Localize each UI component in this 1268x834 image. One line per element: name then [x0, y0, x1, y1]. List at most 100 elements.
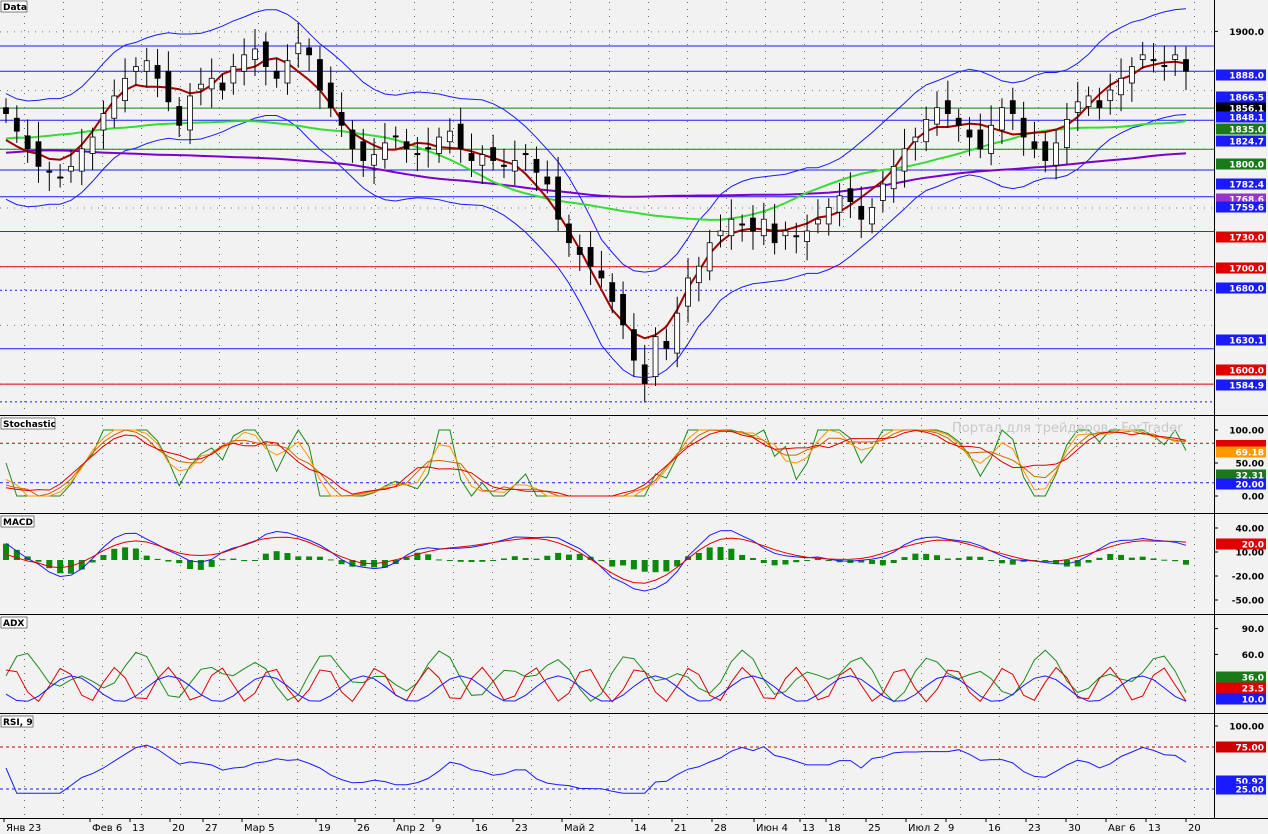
candle-body [750, 217, 756, 232]
macd-histogram-bar [1128, 557, 1135, 560]
macd-panel-bg [0, 515, 1214, 614]
macd-histogram-bar [262, 553, 269, 560]
rsi-panel-bg [0, 715, 1214, 818]
date-label: 30 [1068, 823, 1081, 834]
macd-histogram-bar [208, 560, 215, 567]
ma-purple [5, 149, 1187, 198]
date-label: Фев 6 [92, 823, 122, 834]
date-label: 27 [205, 823, 218, 834]
macd-histogram-bar [620, 560, 627, 566]
stoch-red [5, 429, 1187, 497]
price-level-tag-bg [1216, 102, 1266, 114]
macd-histogram-bar [869, 560, 876, 564]
price-level-tag-bg [1216, 193, 1266, 205]
candle-body [1161, 65, 1168, 67]
macd-histogram-bar [1096, 557, 1103, 560]
macd-histogram-bar [316, 556, 323, 560]
candle-body [760, 218, 767, 237]
macd-histogram-bar [511, 556, 518, 560]
macd-axis-tick: 40.00 [1236, 525, 1264, 535]
macd-histogram-bar [544, 555, 551, 560]
macd-histogram-bar [706, 547, 713, 560]
rsi-tag-bg [1216, 741, 1266, 753]
candle-body [252, 48, 258, 60]
macd-histogram-bar [533, 558, 540, 560]
rsi-line [0, 744, 1214, 794]
candle-body [771, 223, 778, 244]
date-label: Мар 5 [244, 823, 275, 834]
macd-axis-tick: 10.00 [1236, 549, 1264, 559]
date-label: 13 [132, 823, 145, 834]
macd-histogram-bar [446, 560, 453, 561]
macd-histogram-bar [988, 560, 995, 561]
candle-body [1053, 142, 1059, 166]
candle-body [1150, 59, 1157, 62]
macd-histogram-bar [132, 548, 139, 560]
date-label: 25 [868, 823, 881, 834]
macd-histogram-bar [1009, 560, 1016, 565]
candle-body [241, 54, 248, 72]
macd-histogram-bar [977, 556, 984, 560]
candle-body [1139, 54, 1146, 60]
macd-histogram-bar [652, 560, 659, 573]
macd-histogram-bar [154, 558, 161, 560]
macd-histogram-bar [479, 560, 486, 562]
macd-histogram-bar [760, 560, 767, 564]
macd-panel-label: MACD [3, 518, 33, 528]
candle-body [446, 130, 453, 143]
candle-body [100, 113, 107, 131]
price-level-tag: 1700.0 [1229, 265, 1264, 275]
macd-histogram-bar [187, 560, 194, 570]
candle-body [143, 60, 150, 72]
macd-histogram-bar [912, 553, 919, 560]
price-level-tag-bg [1216, 231, 1266, 243]
date-label: 20 [172, 823, 185, 834]
price-level-tag: 1824.7 [1229, 138, 1264, 148]
candle-body [695, 265, 702, 284]
candle-body [944, 100, 951, 114]
candle-body [35, 141, 42, 167]
macd-histogram-bar [1042, 560, 1049, 562]
macd-histogram-bar [230, 558, 237, 560]
rsi-tag: 75.00 [1236, 744, 1264, 754]
macd-histogram-bar [739, 554, 746, 560]
macd-histogram-bar [804, 560, 811, 561]
candle-body [858, 205, 865, 220]
stochastic-watermark: Портал для трейдеров - ForTrader [952, 421, 1183, 436]
price-level-tag: 1848.1 [1229, 114, 1264, 124]
candle-body [793, 235, 800, 238]
candle-body [230, 66, 237, 84]
candle-body [522, 153, 529, 156]
adx-panel-bg [0, 616, 1214, 713]
date-label: 14 [634, 823, 647, 834]
candle-body [1064, 119, 1070, 149]
macd-histogram-bar [100, 554, 107, 560]
macd-histogram-bar [306, 556, 313, 560]
candle-body [436, 136, 442, 154]
macd-histogram-bar [814, 557, 821, 560]
candle-body [966, 129, 973, 138]
adx-axis-tick: 90.0 [1242, 625, 1264, 635]
adx-plus-di [5, 649, 1187, 703]
candle-body [24, 135, 31, 150]
stoch-axis-tick: 50.00 [1236, 460, 1264, 470]
candle-body [111, 95, 118, 119]
macd-histogram-bar [13, 549, 20, 560]
adx-line [5, 675, 1187, 702]
macd-histogram-bar [598, 560, 605, 562]
macd-histogram-bar [403, 557, 410, 560]
date-label: 13 [1148, 823, 1161, 834]
stochastic-panel-label: Stochastic [3, 420, 56, 430]
candle-body [3, 107, 9, 114]
macd-histogram-bar [1118, 554, 1125, 560]
macd-histogram-bar [219, 559, 226, 561]
stoch-axis-tick: 0.00 [1242, 493, 1264, 503]
macd-histogram-bar [858, 560, 865, 563]
macd-histogram-bar [1139, 556, 1146, 560]
price-level-tag: 1866.5 [1229, 94, 1264, 104]
macd-histogram-bar [349, 560, 356, 567]
macd-histogram-bar [793, 560, 800, 563]
candle-body [208, 77, 215, 90]
adx-minus-di [5, 666, 1187, 703]
